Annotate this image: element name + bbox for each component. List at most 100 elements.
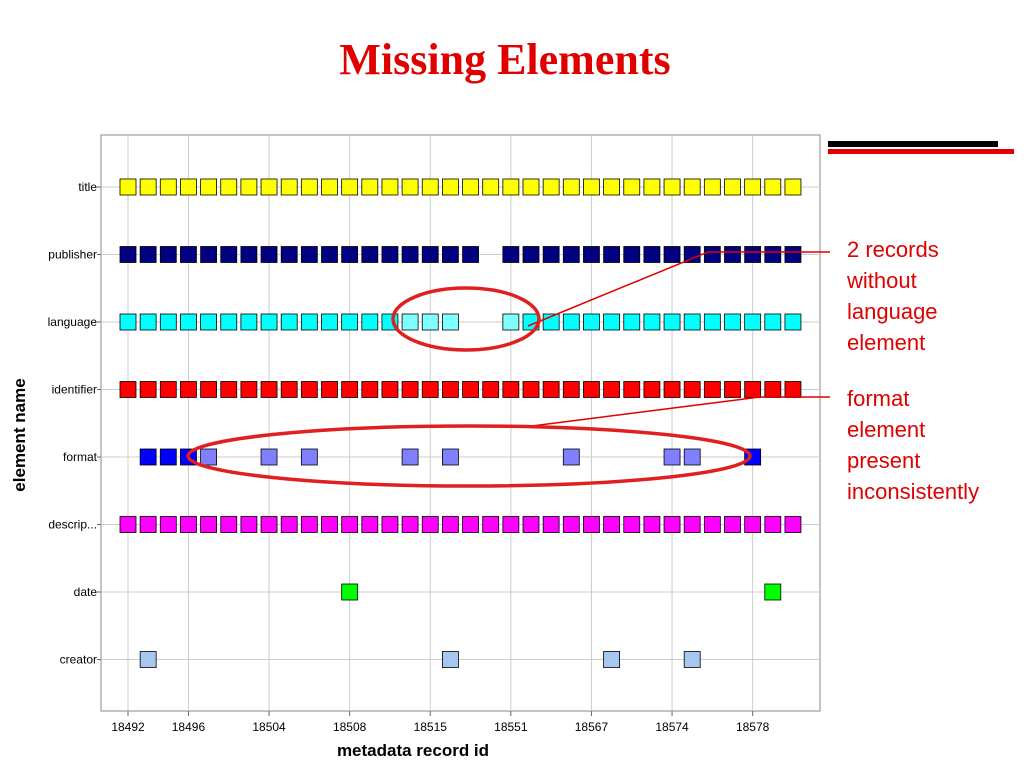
- marker-5-31: [744, 516, 762, 533]
- marker-0-28: [683, 178, 701, 196]
- marker-0-16: [441, 178, 459, 196]
- marker-5-27: [663, 516, 681, 533]
- marker-2-24: [603, 313, 620, 331]
- marker-5-4: [200, 516, 218, 533]
- marker-2-1: [139, 313, 157, 331]
- marker-0-21: [542, 178, 560, 196]
- marker-0-6: [240, 178, 258, 196]
- marker-5-8: [280, 516, 298, 533]
- marker-5-23: [583, 516, 600, 533]
- language-annotation-line-2: without: [847, 268, 917, 293]
- marker-0-3: [180, 178, 197, 196]
- marker-5-25: [623, 516, 641, 533]
- marker-3-2: [159, 381, 177, 398]
- marker-1-15: [421, 246, 439, 263]
- marker-2-2: [159, 313, 177, 331]
- marker-3-15: [421, 381, 439, 398]
- marker-1-30: [724, 246, 741, 263]
- marker-3-26: [643, 381, 661, 398]
- marker-5-2: [159, 516, 177, 533]
- marker-1-27: [663, 246, 681, 263]
- marker-2-28: [683, 313, 701, 331]
- marker-2-30: [724, 313, 741, 331]
- marker-1-19: [502, 246, 520, 263]
- format-callout-line: [523, 396, 761, 428]
- marker-1-7: [260, 246, 278, 263]
- marker-1-12: [361, 246, 379, 263]
- marker-5-32: [764, 516, 782, 533]
- marker-2-6: [240, 313, 258, 331]
- marker-5-3: [180, 516, 197, 533]
- markers: [119, 178, 802, 668]
- marker-2-7: [260, 313, 278, 331]
- y-tick-label-6: date: [74, 585, 98, 599]
- x-tick-label-7: 18574: [655, 720, 689, 734]
- language-annotation-line-3: language: [847, 299, 938, 324]
- marker-2-9: [300, 313, 318, 331]
- x-axis-labels: 18492 18496 18504 18508 18515 18551 18567 18574…: [111, 720, 769, 734]
- marker-5-29: [703, 516, 721, 533]
- y-tick-label-7: creator: [60, 653, 97, 667]
- marker-1-22: [562, 246, 580, 263]
- marker-0-22: [562, 178, 580, 196]
- marker-5-15: [421, 516, 439, 533]
- marker-2-22: [562, 313, 580, 331]
- marker-5-5: [220, 516, 238, 533]
- marker-0-8: [280, 178, 298, 196]
- marker-2-33: [784, 313, 802, 331]
- marker-2-12: [361, 313, 379, 331]
- marker-3-6: [240, 381, 258, 398]
- marker-3-9: [300, 381, 318, 398]
- marker-3-17: [462, 381, 479, 398]
- y-axis-labels: title publisher language identifier format de…: [48, 180, 98, 667]
- marker-0-5: [220, 178, 238, 196]
- marker-3-0: [119, 381, 137, 398]
- marker-5-6: [240, 516, 258, 533]
- marker-2-3: [180, 313, 197, 331]
- marker-4-2: [159, 448, 177, 466]
- marker-1-13: [381, 246, 399, 263]
- marker-2-0: [119, 313, 137, 331]
- marker-1-11: [341, 246, 359, 263]
- y-tick-label-0: title: [78, 180, 97, 194]
- marker-6-32: [764, 583, 782, 601]
- marker-3-1: [139, 381, 157, 398]
- marker-3-12: [361, 381, 379, 398]
- marker-3-8: [280, 381, 298, 398]
- marker-2-29: [703, 313, 721, 331]
- marker-0-27: [663, 178, 681, 196]
- format-annotation-line-2: element: [847, 417, 926, 442]
- marker-1-32: [764, 246, 782, 263]
- marker-1-24: [603, 246, 620, 263]
- marker-3-21: [542, 381, 560, 398]
- marker-3-11: [341, 381, 359, 398]
- y-tick-label-4: format: [63, 450, 98, 464]
- marker-4-16: [441, 448, 459, 466]
- marker-0-15: [421, 178, 439, 196]
- x-tick-label-5: 18551: [494, 720, 528, 734]
- marker-2-23: [583, 313, 600, 331]
- format-highlight-ellipse: [186, 424, 752, 488]
- marker-0-10: [321, 178, 338, 196]
- marker-1-10: [321, 246, 338, 263]
- marker-2-31: [744, 313, 762, 331]
- marker-1-6: [240, 246, 258, 263]
- marker-5-28: [683, 516, 701, 533]
- y-tick-label-3: identifier: [52, 383, 97, 397]
- marker-3-29: [703, 381, 721, 398]
- marker-1-3: [180, 246, 197, 263]
- marker-0-17: [462, 178, 479, 196]
- marker-1-1: [139, 246, 157, 263]
- plot-area: [100, 134, 821, 712]
- marker-5-18: [482, 516, 500, 533]
- marker-7-16: [441, 651, 459, 668]
- marker-1-31: [744, 246, 762, 263]
- marker-0-18: [482, 178, 500, 196]
- marker-1-23: [583, 246, 600, 263]
- marker-2-27: [663, 313, 681, 331]
- language-annotation-line-4: element: [847, 330, 926, 355]
- x-tick-label-2: 18504: [252, 720, 286, 734]
- marker-2-26: [643, 313, 661, 331]
- marker-3-13: [381, 381, 399, 398]
